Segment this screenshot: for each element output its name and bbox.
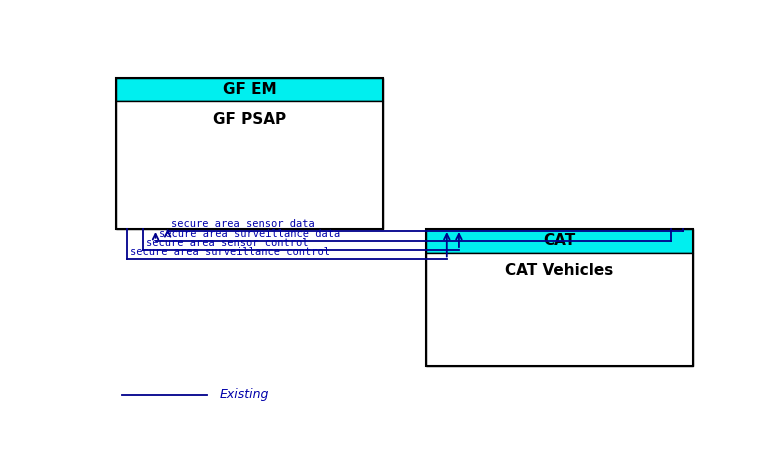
Bar: [116, 78, 383, 101]
Bar: [426, 229, 693, 253]
Bar: [116, 78, 383, 229]
Text: secure area surveillance control: secure area surveillance control: [130, 247, 330, 257]
Bar: [426, 253, 693, 366]
Text: secure area surveillance data: secure area surveillance data: [158, 228, 340, 239]
Text: Existing: Existing: [219, 388, 269, 402]
Text: CAT: CAT: [543, 234, 576, 249]
Text: secure area sensor control: secure area sensor control: [146, 238, 309, 248]
Text: CAT Vehicles: CAT Vehicles: [505, 263, 613, 278]
Text: GF PSAP: GF PSAP: [213, 112, 286, 127]
Text: secure area sensor data: secure area sensor data: [171, 219, 315, 229]
Text: GF EM: GF EM: [223, 82, 276, 97]
Bar: [116, 101, 383, 229]
Bar: [426, 229, 693, 366]
